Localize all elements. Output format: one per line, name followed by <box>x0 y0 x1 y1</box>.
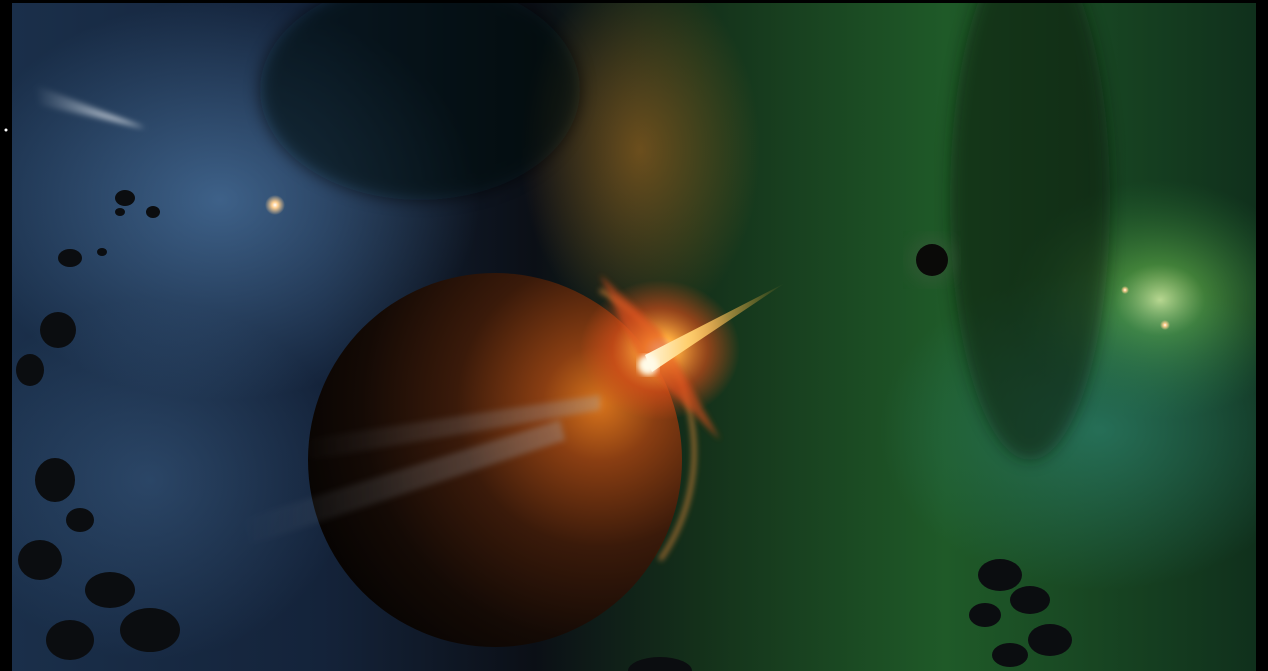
dust-streak <box>240 420 565 545</box>
dark-lane <box>950 3 1110 460</box>
dust-streak <box>300 395 600 460</box>
moon <box>916 244 948 276</box>
star <box>265 195 285 215</box>
impact-comet <box>645 283 785 372</box>
orange-nebula <box>520 3 760 330</box>
dark-cloud <box>260 3 580 200</box>
star <box>1121 286 1129 294</box>
dot <box>4 128 8 132</box>
blue-nebula <box>12 300 350 660</box>
comet <box>35 85 145 128</box>
asteroids <box>16 190 1072 671</box>
impact-core <box>638 355 658 375</box>
star <box>1160 320 1170 330</box>
